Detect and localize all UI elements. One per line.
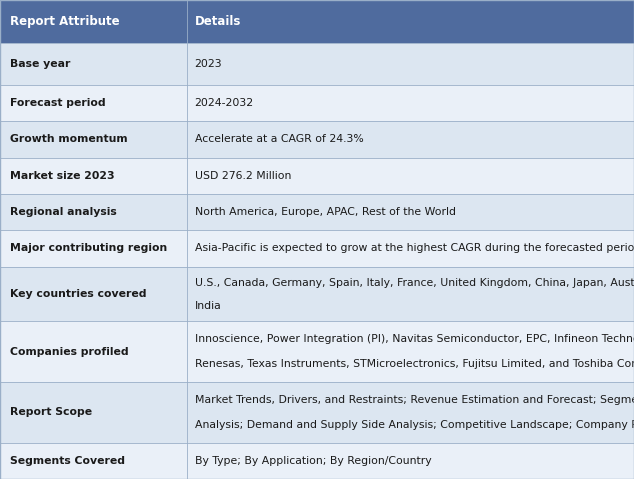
Text: 2023: 2023 (195, 59, 223, 69)
Bar (0, 85, 634, 121)
Text: Segments Covered: Segments Covered (10, 456, 124, 466)
Text: Growth momentum: Growth momentum (10, 135, 127, 144)
Text: Forecast period: Forecast period (10, 98, 105, 108)
Text: Base year: Base year (10, 59, 70, 69)
Text: Details: Details (195, 15, 241, 28)
Text: USD 276.2 Million: USD 276.2 Million (195, 171, 291, 181)
Text: By Type; By Application; By Region/Country: By Type; By Application; By Region/Count… (195, 456, 431, 466)
Bar (0, 158, 634, 194)
Bar (0, 267, 634, 321)
Text: Accelerate at a CAGR of 24.3%: Accelerate at a CAGR of 24.3% (195, 135, 363, 144)
Text: North America, Europe, APAC, Rest of the World: North America, Europe, APAC, Rest of the… (195, 207, 456, 217)
Bar (0, 194, 634, 230)
Text: Report Attribute: Report Attribute (10, 15, 119, 28)
Text: Market Trends, Drivers, and Restraints; Revenue Estimation and Forecast; Segment: Market Trends, Drivers, and Restraints; … (195, 395, 634, 405)
Bar (0, 443, 634, 479)
Text: India: India (195, 300, 221, 310)
Text: Innoscience, Power Integration (PI), Navitas Semiconductor, EPC, Infineon Techno: Innoscience, Power Integration (PI), Nav… (195, 334, 634, 344)
Bar (0, 0, 634, 43)
Text: Key countries covered: Key countries covered (10, 289, 146, 299)
Bar (0, 43, 634, 85)
Text: Analysis; Demand and Supply Side Analysis; Competitive Landscape; Company Profil: Analysis; Demand and Supply Side Analysi… (195, 420, 634, 430)
Bar (0, 321, 634, 382)
Text: 2024-2032: 2024-2032 (195, 98, 254, 108)
Text: U.S., Canada, Germany, Spain, Italy, France, United Kingdom, China, Japan, Austr: U.S., Canada, Germany, Spain, Italy, Fra… (195, 277, 634, 287)
Text: Report Scope: Report Scope (10, 407, 92, 417)
Text: Asia-Pacific is expected to grow at the highest CAGR during the forecasted perio: Asia-Pacific is expected to grow at the … (195, 243, 634, 253)
Bar (0, 121, 634, 158)
Text: Major contributing region: Major contributing region (10, 243, 167, 253)
Text: Companies profiled: Companies profiled (10, 347, 128, 357)
Bar (0, 382, 634, 443)
Text: Renesas, Texas Instruments, STMicroelectronics, Fujitsu Limited, and Toshiba Cor: Renesas, Texas Instruments, STMicroelect… (195, 359, 634, 369)
Bar (0, 230, 634, 267)
Text: Regional analysis: Regional analysis (10, 207, 116, 217)
Text: Market size 2023: Market size 2023 (10, 171, 114, 181)
